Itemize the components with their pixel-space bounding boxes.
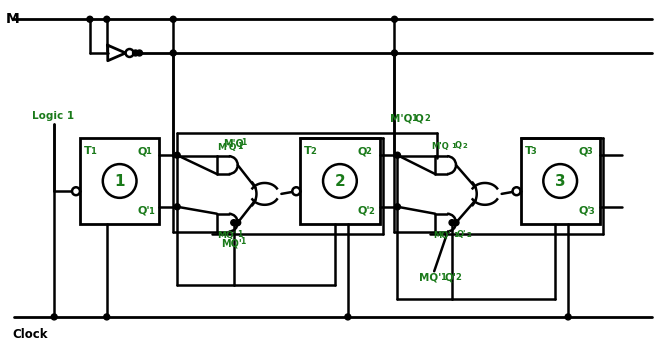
Text: 3: 3 [589, 207, 595, 216]
Circle shape [513, 187, 521, 195]
Text: 1: 1 [451, 143, 456, 149]
Text: Q': Q' [137, 206, 150, 216]
Text: 1: 1 [145, 147, 151, 156]
Circle shape [345, 314, 351, 320]
Text: 2: 2 [335, 174, 345, 189]
Text: MQ': MQ' [221, 239, 242, 248]
Text: Q: Q [455, 141, 462, 150]
Text: Q: Q [358, 146, 367, 156]
Text: 2: 2 [463, 143, 468, 149]
Text: Q': Q' [578, 206, 591, 216]
Text: M'Q: M'Q [431, 142, 449, 151]
Circle shape [235, 220, 241, 226]
Circle shape [174, 204, 180, 210]
Circle shape [125, 49, 133, 57]
Circle shape [137, 50, 143, 56]
Text: 1: 1 [240, 237, 245, 246]
Circle shape [174, 152, 180, 158]
Circle shape [104, 314, 110, 320]
Text: 1: 1 [411, 114, 417, 123]
Text: 2: 2 [369, 207, 375, 216]
Text: M: M [5, 12, 19, 26]
Text: M'Q: M'Q [223, 138, 244, 148]
Text: 1: 1 [453, 231, 458, 237]
Text: Q': Q' [457, 230, 467, 239]
Text: Q: Q [137, 146, 147, 156]
Circle shape [391, 50, 397, 56]
Text: M'Q: M'Q [389, 114, 412, 124]
Text: 1: 1 [148, 207, 154, 216]
Circle shape [391, 16, 397, 22]
Circle shape [104, 16, 110, 22]
Circle shape [453, 220, 459, 226]
Circle shape [87, 16, 93, 22]
Text: M'Q: M'Q [217, 143, 236, 152]
Text: T: T [84, 146, 92, 156]
Text: MQ': MQ' [433, 231, 451, 240]
Circle shape [449, 220, 455, 226]
Text: 1: 1 [90, 147, 96, 156]
Text: 1: 1 [237, 142, 242, 151]
Text: 1: 1 [241, 138, 246, 147]
Text: 1: 1 [114, 174, 125, 189]
Circle shape [231, 220, 237, 226]
Text: 2: 2 [455, 273, 461, 282]
Text: T: T [304, 146, 312, 156]
Circle shape [133, 50, 139, 56]
Bar [80, 138, 159, 224]
Text: 2: 2 [424, 114, 430, 123]
Bar [521, 138, 600, 224]
Circle shape [51, 314, 57, 320]
Circle shape [395, 204, 401, 210]
Text: Q: Q [415, 114, 428, 124]
Text: 3: 3 [586, 147, 592, 156]
Text: Q': Q' [358, 206, 370, 216]
Circle shape [395, 152, 401, 158]
Text: Q': Q' [444, 272, 456, 282]
Circle shape [565, 314, 571, 320]
Bar [300, 138, 380, 224]
Circle shape [170, 50, 176, 56]
Circle shape [72, 187, 80, 195]
Text: Clock: Clock [13, 328, 48, 341]
Text: 2: 2 [310, 147, 316, 156]
Text: 1: 1 [237, 230, 242, 239]
Text: Logic 1: Logic 1 [32, 111, 75, 121]
Text: 3: 3 [555, 174, 566, 189]
Text: MQ': MQ' [217, 231, 236, 240]
Circle shape [170, 16, 176, 22]
Text: 3: 3 [531, 147, 536, 156]
Circle shape [292, 187, 300, 195]
Text: Q: Q [578, 146, 587, 156]
Text: 2: 2 [467, 231, 472, 237]
Text: MQ': MQ' [419, 272, 442, 282]
Text: 1: 1 [440, 273, 446, 282]
Text: T: T [525, 146, 532, 156]
Text: 2: 2 [366, 147, 372, 156]
